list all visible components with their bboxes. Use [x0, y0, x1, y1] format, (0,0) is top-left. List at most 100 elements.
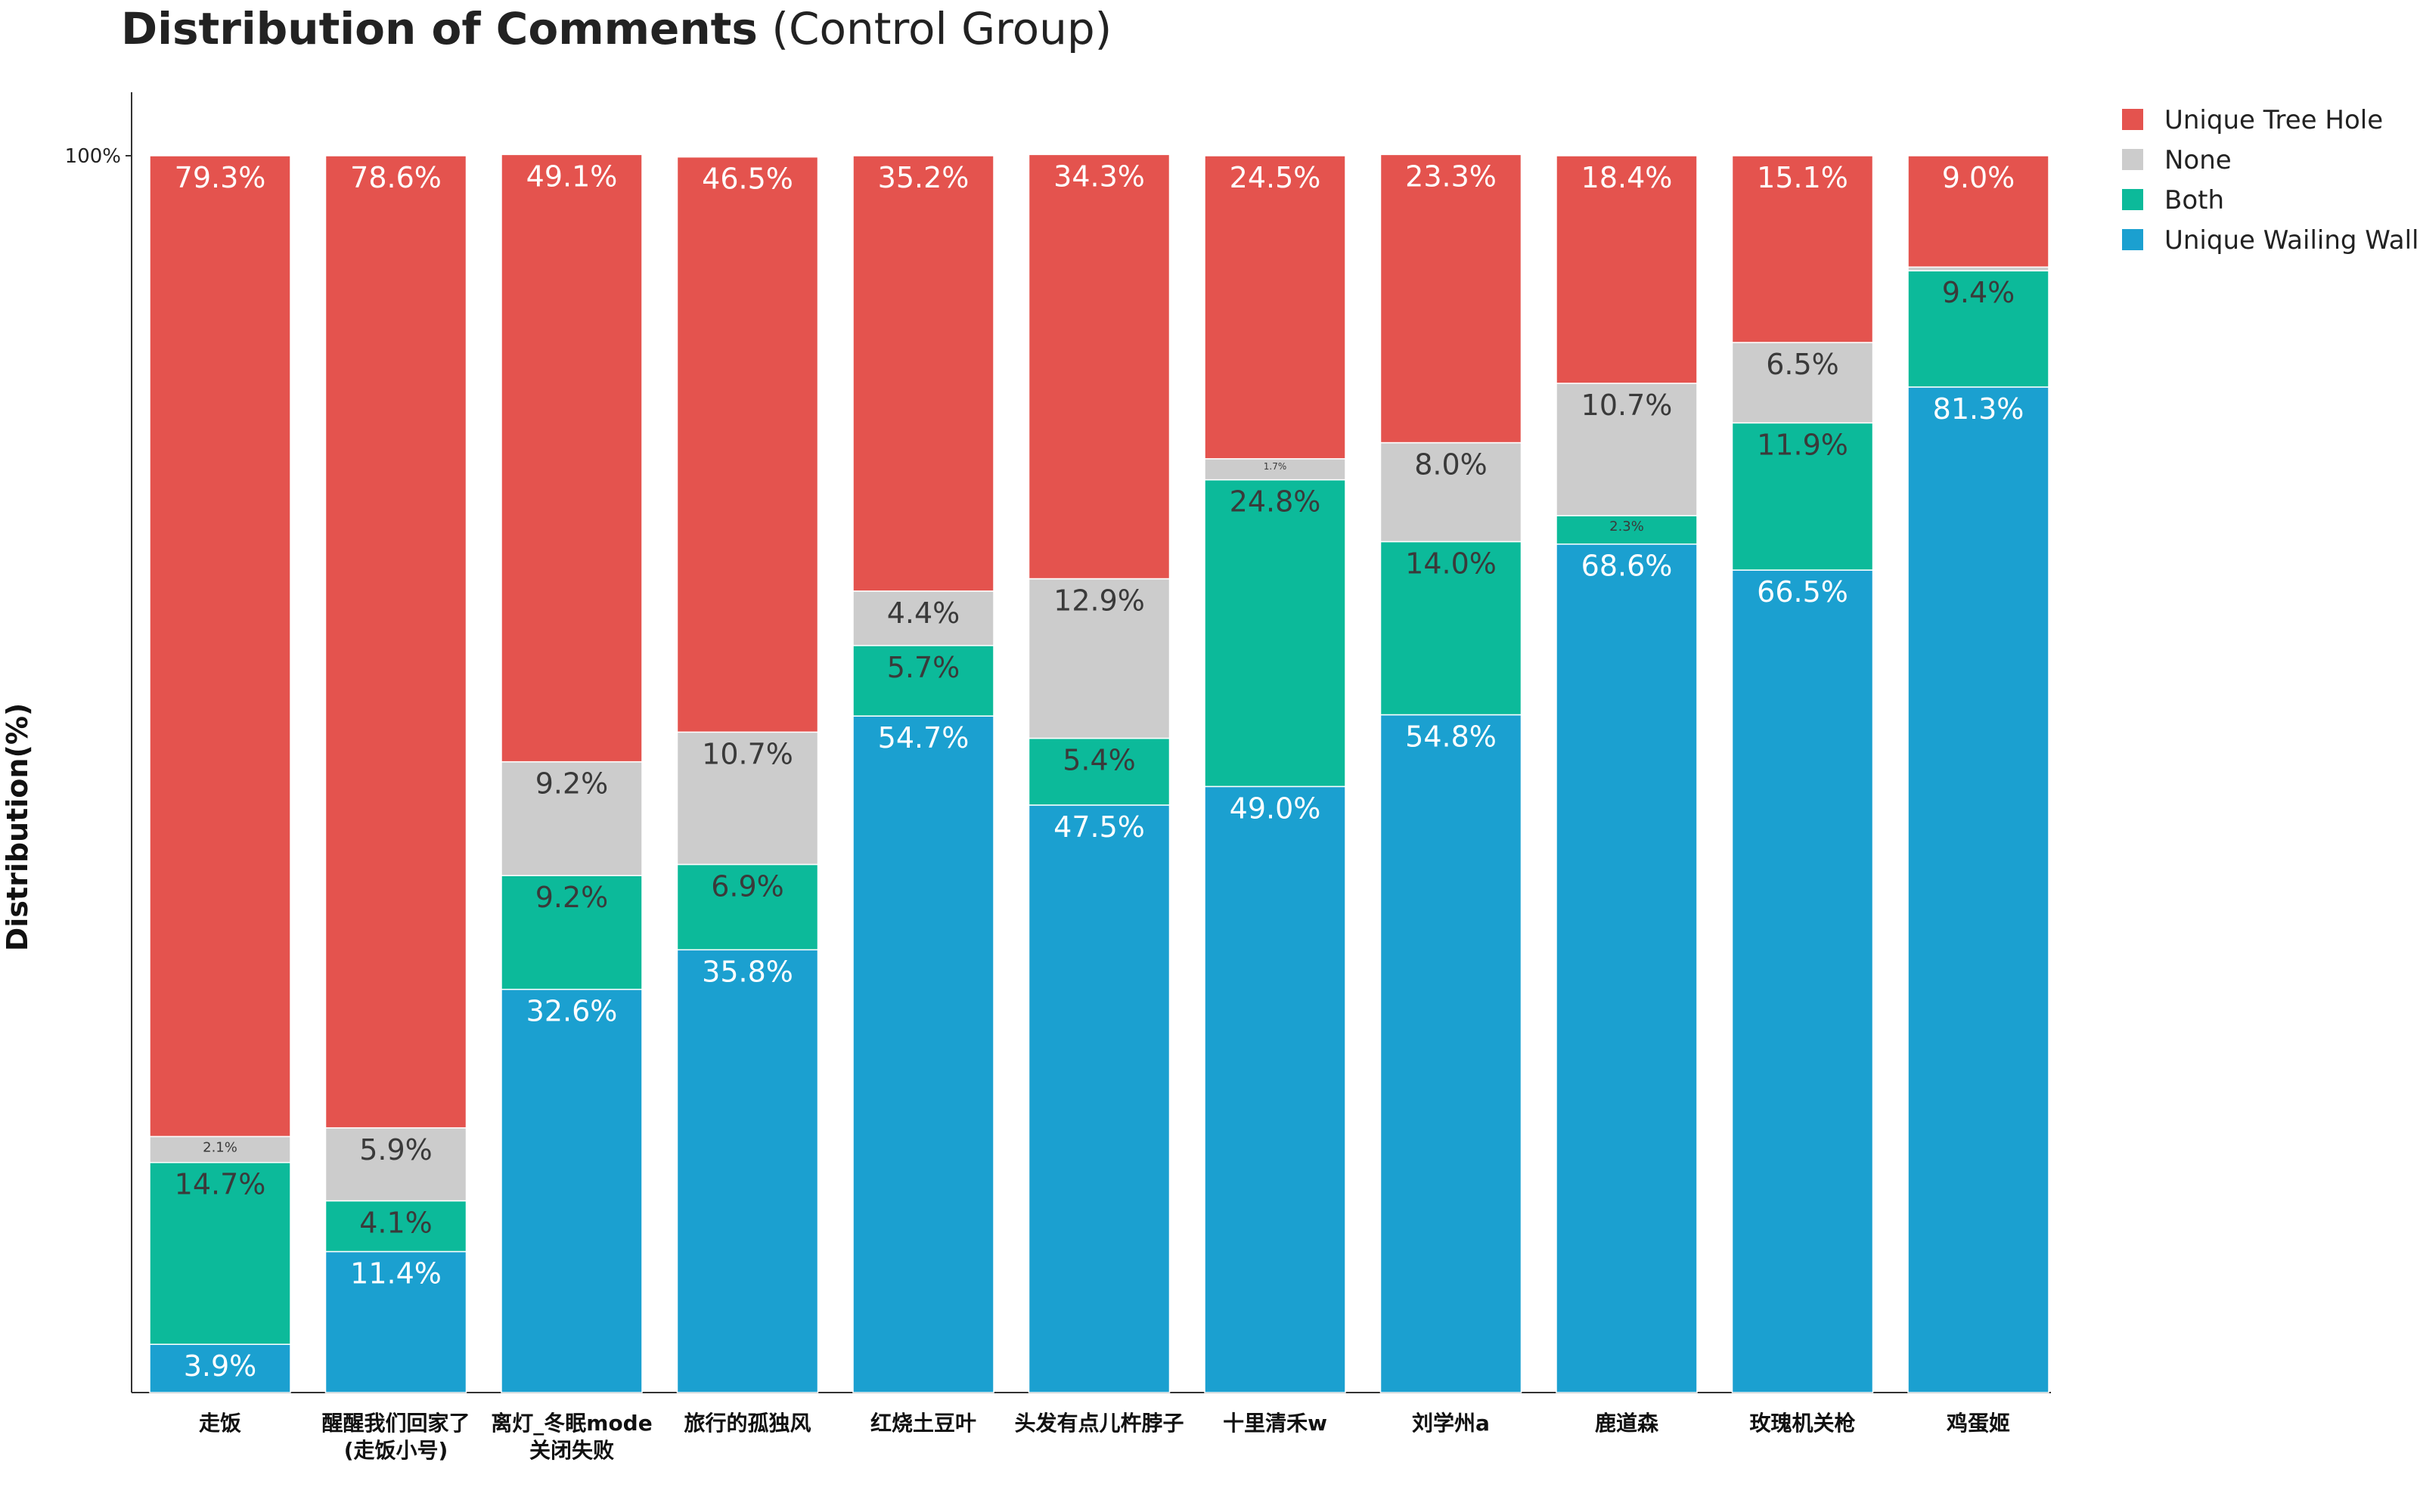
x-tick-label: 走饭 [199, 1411, 241, 1436]
data-label: 81.3% [1933, 392, 2024, 426]
data-label: 14.7% [175, 1168, 266, 1201]
bar-segment [1731, 422, 1874, 571]
data-label: 79.3% [175, 161, 266, 194]
data-label: 24.5% [1230, 161, 1321, 194]
data-label: 9.2% [535, 881, 609, 914]
data-label: 66.5% [1757, 575, 1848, 609]
data-label: 78.6% [350, 161, 442, 194]
x-tick-label: 离灯_冬眠mode [491, 1411, 652, 1436]
x-tick-label: 头发有点儿杵脖子 [1014, 1411, 1184, 1436]
bar-segment [501, 761, 643, 876]
legend-label: None [2164, 145, 2232, 175]
bar-segment [1556, 515, 1698, 545]
data-label: 18.4% [1581, 161, 1673, 194]
bar-segment [1028, 578, 1171, 739]
legend-label: Unique Tree Hole [2164, 105, 2383, 135]
y-axis-label: Distribution(%) [1, 703, 34, 952]
bar-segment [501, 988, 643, 1393]
bar-segment [149, 1343, 291, 1393]
data-label: 1.7% [1264, 461, 1287, 472]
bar-segment [676, 863, 819, 951]
data-label: 5.4% [1063, 744, 1136, 777]
bar-segment [1204, 479, 1346, 788]
data-label: 14.0% [1405, 547, 1497, 580]
bar-segment [1556, 383, 1698, 516]
x-tick-label: 鸡蛋姬 [1946, 1411, 2010, 1436]
x-tick-label: (走饭小号) [344, 1438, 448, 1463]
legend-label: Both [2164, 185, 2224, 215]
data-label: 11.9% [1757, 428, 1848, 461]
bar-segment [1731, 155, 1874, 343]
bar-segment [324, 1127, 467, 1202]
legend: Unique Tree Hole None Both Unique Wailing W… [2122, 105, 2418, 256]
data-label: 54.8% [1405, 720, 1497, 753]
bar-segment [852, 590, 994, 646]
data-label: 35.2% [878, 161, 970, 194]
x-tick-label: 十里清禾w [1223, 1411, 1327, 1436]
bar-segment [1379, 153, 1522, 444]
x-tick-label: 玫瑰机关枪 [1749, 1411, 1855, 1436]
legend-swatch [2122, 189, 2143, 210]
data-label: 6.9% [711, 869, 784, 903]
bar-segment [1204, 458, 1346, 481]
x-tick-label: 刘学州a [1412, 1411, 1490, 1436]
data-label: 5.7% [887, 651, 960, 684]
chart-title-bold: Distribution of Comments [121, 3, 758, 54]
bar-segment [676, 949, 819, 1393]
data-label: 9.2% [535, 767, 609, 801]
data-label: 4.1% [359, 1206, 433, 1239]
data-label: 5.9% [359, 1133, 433, 1167]
chart-title-rest: (Control Group) [758, 3, 1112, 54]
bar-segment [324, 1200, 467, 1253]
bar-segment [1907, 386, 2049, 1393]
bar-segment [1731, 342, 1874, 424]
data-label: 68.6% [1581, 550, 1673, 583]
x-tick-label: 醒醒我们回家了 [321, 1411, 470, 1436]
data-label: 6.5% [1766, 348, 1839, 381]
data-label: 8.0% [1414, 448, 1488, 482]
bar-segment [324, 155, 467, 1129]
data-label: 46.5% [702, 163, 793, 196]
bar-segment [852, 715, 994, 1393]
legend-swatch [2122, 149, 2143, 170]
bar-segment [1907, 270, 2049, 388]
bar-segment [1556, 155, 1698, 384]
chart-title: Distribution of Comments (Control Group) [121, 3, 1112, 54]
data-label: 49.1% [526, 160, 618, 193]
bar-segment [1204, 155, 1346, 460]
data-label: 11.4% [350, 1256, 442, 1290]
data-label: 10.7% [1581, 389, 1673, 422]
data-label: 49.0% [1230, 792, 1321, 825]
bar-segment [676, 156, 819, 733]
data-label: 12.9% [1053, 584, 1145, 618]
data-label: 9.4% [1942, 276, 2015, 309]
data-label: 10.7% [702, 737, 793, 770]
data-label: 24.8% [1230, 485, 1321, 519]
data-label: 34.3% [1053, 160, 1145, 193]
bar-segment [1379, 442, 1522, 543]
x-tick-label: 关闭失败 [529, 1438, 614, 1463]
bar-segment [1907, 155, 2049, 268]
bar-segment [1379, 541, 1522, 716]
data-label: 9.0% [1942, 161, 2015, 194]
data-label: 4.4% [887, 596, 960, 630]
bar-segment [501, 153, 643, 763]
bar-segment [324, 1250, 467, 1393]
bar-segment [852, 155, 994, 592]
x-tick-label: 鹿道森 [1595, 1411, 1659, 1436]
data-label: 23.3% [1405, 160, 1497, 193]
x-tick-label: 红烧土豆叶 [870, 1411, 976, 1436]
y-tick-label: 100% [65, 145, 121, 168]
data-label: 32.6% [526, 995, 618, 1028]
data-label: 3.9% [184, 1349, 257, 1383]
bar-segment [1204, 785, 1346, 1393]
legend-label: Unique Wailing Wall [2164, 225, 2418, 256]
legend-swatch [2122, 229, 2143, 250]
legend-swatch [2122, 109, 2143, 130]
plot-area: 100% Distribution(%) 3.9% 14.7% 2.1% 79.3% 走饭 1… [1, 92, 2051, 1463]
bar-segment [1028, 737, 1171, 806]
bar-segment [501, 875, 643, 990]
bar-segment [852, 645, 994, 717]
data-label: 54.7% [878, 721, 970, 754]
